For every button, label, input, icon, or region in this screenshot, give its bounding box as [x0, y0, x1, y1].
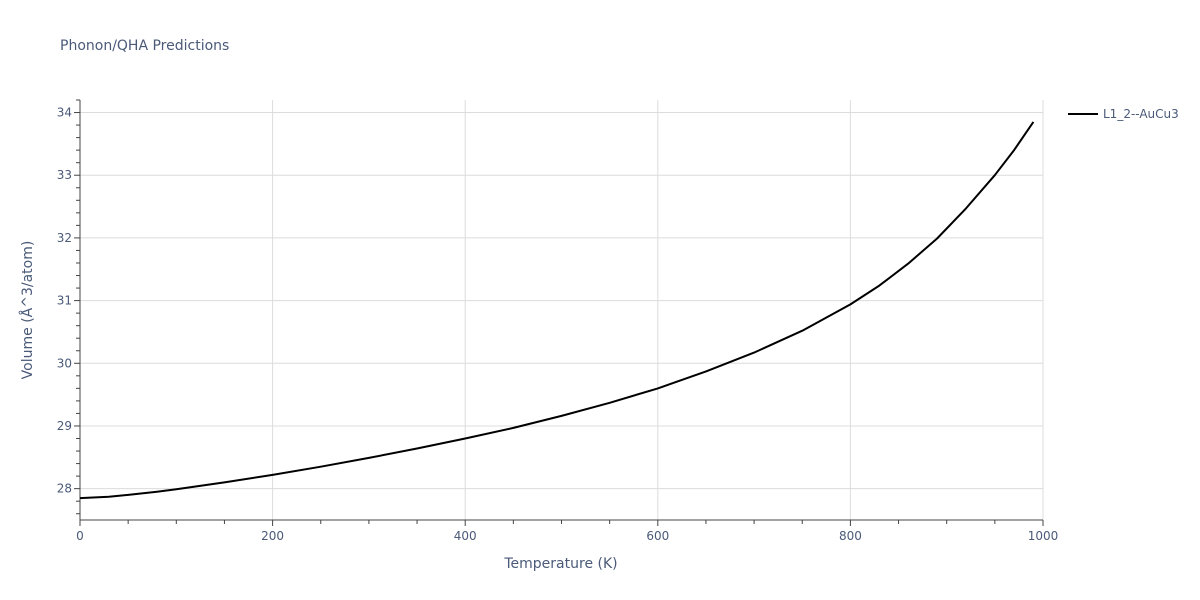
series-layer — [79, 121, 1035, 500]
series-line — [79, 121, 1035, 500]
y-axis-label: Volume (Å^3/atom) — [19, 241, 36, 380]
y-tick-label: 30 — [57, 356, 72, 370]
tick-labels: 0 200 400 600 800 1000 28 29 30 31 32 33 34 — [57, 106, 1059, 543]
y-tick-label: 32 — [57, 231, 72, 245]
x-tick-label: 200 — [261, 529, 284, 543]
grid-lines — [80, 100, 1044, 520]
x-tick-label: 1000 — [1028, 529, 1059, 543]
legend[interactable]: L1_2--AuCu3 — [1068, 107, 1179, 121]
chart-title: Phonon/QHA Predictions — [60, 38, 229, 54]
y-tick-label: 34 — [57, 106, 72, 120]
x-tick-label: 400 — [454, 529, 477, 543]
y-tick-label: 31 — [57, 294, 72, 308]
axes — [74, 99, 1044, 526]
y-tick-label: 28 — [57, 482, 72, 496]
x-tick-label: 800 — [839, 529, 862, 543]
y-tick-label: 33 — [57, 168, 72, 182]
x-tick-label: 0 — [76, 529, 84, 543]
legend-label: L1_2--AuCu3 — [1103, 107, 1179, 121]
x-axis-label: Temperature (K) — [503, 556, 617, 572]
x-tick-label: 600 — [646, 529, 669, 543]
y-tick-label: 29 — [57, 419, 72, 433]
